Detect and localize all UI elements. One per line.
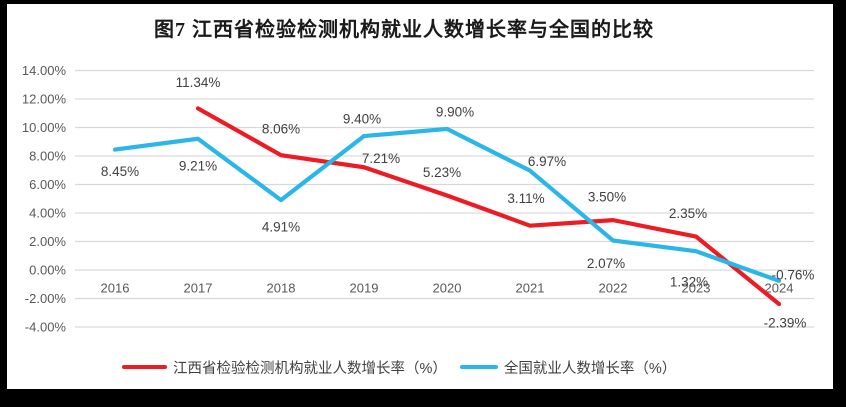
x-axis-tick-label: 2017 [184,281,213,296]
y-axis-tick-label: 4.00% [29,206,66,221]
x-axis-tick-label: 2021 [516,281,545,296]
x-axis-tick-label: 2022 [599,281,628,296]
x-axis-tick-label: 2016 [101,281,130,296]
y-axis-tick-label: 14.00% [22,63,67,78]
x-axis-tick-label: 2019 [350,281,379,296]
data-label: 11.34% [176,75,221,90]
y-axis-tick-label: 10.00% [22,120,67,135]
chart-title: 图7 江西省检验检测机构就业人数增长率与全国的比较 [154,19,654,41]
y-axis-tick-label: 0.00% [29,263,66,278]
data-label: 3.50% [588,190,626,205]
x-axis-tick-label: 2020 [433,281,462,296]
data-label: 6.97% [528,154,566,169]
data-label: 2.35% [669,206,707,221]
data-label: -2.39% [764,316,807,331]
y-axis-tick-label: 6.00% [29,177,66,192]
data-label: 9.90% [436,104,474,119]
data-label: 7.21% [362,151,400,166]
series-line-national [112,126,782,283]
y-axis-tick-label: -2.00% [25,291,67,306]
data-label: 4.91% [262,220,300,235]
y-axis-tick-label: 12.00% [22,92,67,107]
x-axis-tick-label: 2024 [765,281,794,296]
data-label: 5.23% [423,165,461,180]
series-line-jiangxi [195,106,782,307]
y-axis-tick-label: 2.00% [29,234,66,249]
data-label: 9.21% [179,158,217,173]
legend-line-swatch-red [122,364,167,370]
chart-legend: 江西省检验检测机构就业人数增长率（%） 全国就业人数增长率（%） [122,357,676,377]
legend-item-jiangxi: 江西省检验检测机构就业人数增长率（%） [122,357,447,378]
data-label: 1.32% [670,275,708,290]
data-label: 9.40% [343,112,381,127]
x-axis-tick-label: 2023 [682,281,711,296]
y-axis-tick-label: 8.00% [29,149,66,164]
legend-item-national: 全国就业人数增长率（%） [459,357,677,378]
chart-background: 图7 江西省检验检测机构就业人数增长率与全国的比较 14.00% 12.00% 10… [7,4,833,389]
data-label: 8.45% [101,164,139,179]
legend-label-jiangxi: 江西省检验检测机构就业人数增长率（%） [173,360,447,377]
y-axis-tick-label: -4.00% [25,320,67,335]
legend-label-national: 全国就业人数增长率（%） [503,360,677,377]
x-axis-tick-label: 2018 [267,281,296,296]
data-label: 2.07% [587,256,625,271]
data-label: 8.06% [262,122,300,137]
data-label: -0.76% [772,267,815,282]
legend-line-swatch-blue [459,364,498,370]
line-chart-plot-area: 14.00% 12.00% 10.00% 8.00% 6.00% 4.00% 2.00% 0.… [22,63,815,335]
data-label: 3.11% [507,191,544,206]
